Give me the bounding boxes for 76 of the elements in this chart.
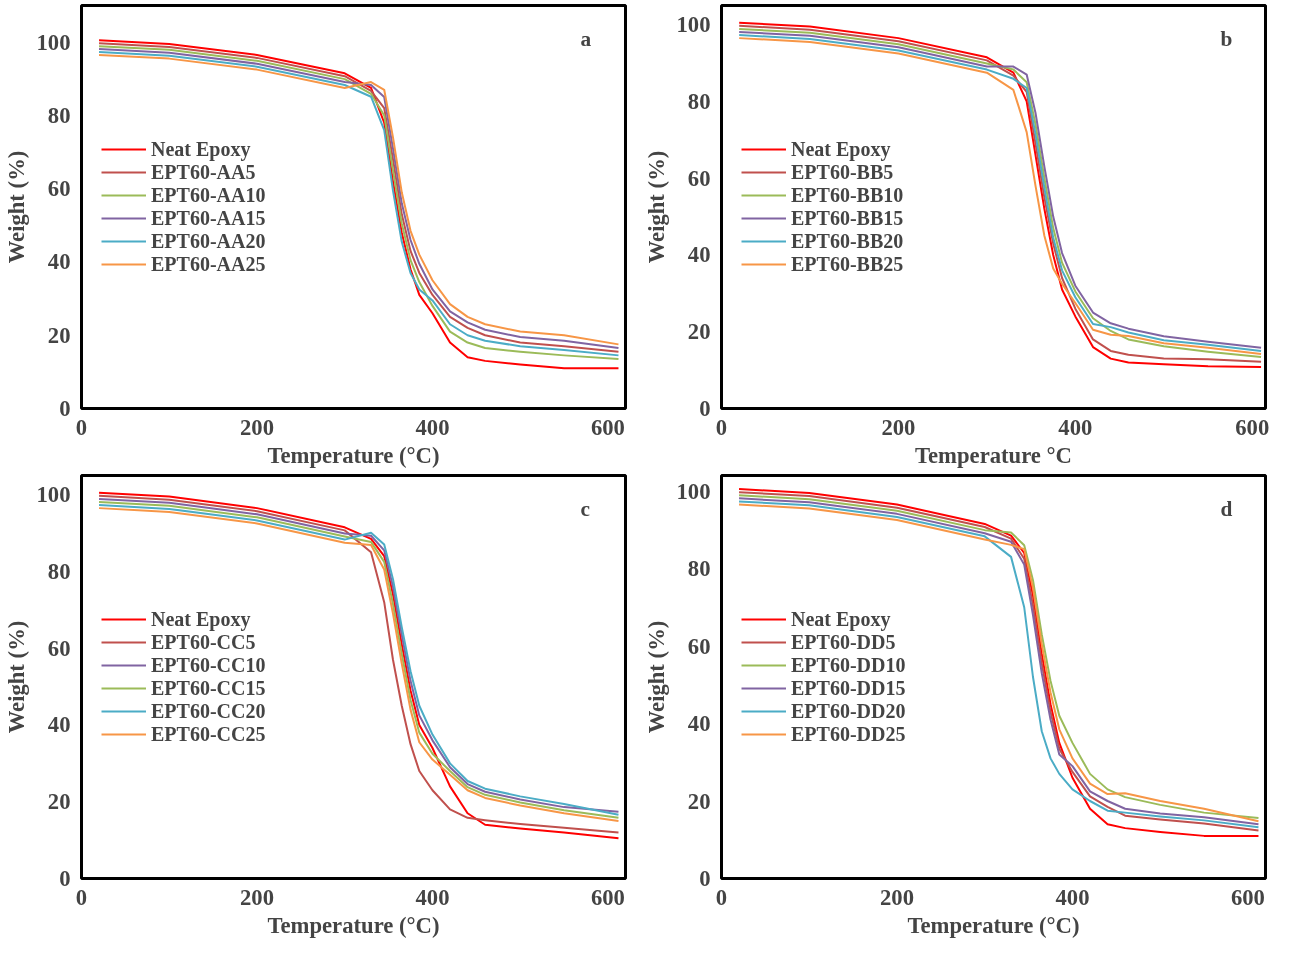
legend-label: EPT60-AA5 (151, 160, 256, 184)
y-tick-label: 40 (47, 249, 71, 275)
legend-label: EPT60-CC15 (151, 676, 266, 700)
legend-label: EPT60-AA25 (151, 252, 266, 276)
legend-label: EPT60-DD20 (791, 699, 906, 723)
legend-label: Neat Epoxy (791, 607, 891, 631)
x-axis-title: Temperature (°C) (267, 442, 440, 468)
x-tick-label: 0 (715, 414, 728, 440)
x-tick-label: 400 (1055, 884, 1090, 910)
y-tick-label: 20 (687, 319, 711, 345)
x-tick-label: 400 (415, 884, 450, 910)
y-tick-label: 100 (36, 482, 71, 508)
x-tick-label: 0 (75, 414, 88, 440)
y-tick-label: 80 (47, 102, 71, 128)
y-tick-label: 0 (699, 396, 711, 421)
legend-label: Neat Epoxy (151, 137, 251, 161)
annotation: a (580, 26, 592, 51)
x-tick-label: 600 (1230, 884, 1265, 910)
y-tick-label: 80 (687, 88, 711, 114)
y-axis-title: Weight (%) (3, 150, 29, 264)
legend-label: EPT60-AA15 (151, 206, 266, 230)
x-axis-title: Temperature (°C) (267, 912, 440, 938)
legend-label: EPT60-BB5 (791, 160, 894, 184)
x-tick-label: 400 (1058, 414, 1093, 440)
y-tick-label: 100 (676, 478, 711, 504)
x-tick-label: 0 (75, 884, 88, 910)
legend-label: EPT60-AA10 (151, 183, 266, 207)
y-tick-label: 100 (676, 12, 711, 38)
x-tick-label: 600 (590, 884, 625, 910)
x-tick-label: 0 (715, 884, 728, 910)
x-axis-title: Temperature °C (915, 442, 1072, 468)
y-tick-label: 40 (687, 242, 711, 268)
y-tick-label: 60 (47, 176, 71, 202)
x-tick-label: 200 (239, 884, 274, 910)
legend-label: EPT60-BB25 (791, 252, 904, 276)
x-tick-label: 200 (239, 414, 274, 440)
x-tick-label: 600 (590, 414, 625, 440)
y-tick-label: 20 (47, 322, 71, 348)
y-tick-label: 100 (36, 29, 71, 55)
x-tick-label: 200 (879, 884, 914, 910)
y-tick-label: 20 (687, 788, 711, 814)
y-tick-label: 40 (47, 712, 71, 738)
legend-label: Neat Epoxy (151, 607, 251, 631)
legend-label: EPT60-CC25 (151, 722, 266, 746)
legend-label: EPT60-DD5 (791, 630, 896, 654)
y-tick-label: 80 (687, 556, 711, 581)
legend-label: EPT60-DD25 (791, 722, 906, 746)
legend-label: EPT60-AA20 (151, 229, 266, 253)
y-tick-label: 40 (687, 711, 711, 736)
legend-label: EPT60-DD15 (791, 676, 906, 700)
x-tick-label: 200 (881, 414, 916, 440)
y-axis-title: Weight (%) (643, 620, 669, 734)
y-tick-label: 60 (47, 635, 71, 661)
y-axis-title: Weight (%) (643, 150, 669, 264)
y-tick-label: 0 (59, 396, 71, 421)
y-tick-label: 0 (699, 866, 711, 891)
legend-label: Neat Epoxy (791, 137, 891, 161)
y-tick-label: 20 (47, 789, 71, 815)
legend-label: EPT60-BB10 (791, 183, 904, 207)
x-axis-title: Temperature (°C) (907, 912, 1080, 938)
y-axis-title: Weight (%) (3, 620, 29, 734)
y-tick-label: 0 (59, 866, 71, 891)
legend-label: EPT60-CC10 (151, 653, 266, 677)
legend-label: EPT60-BB20 (791, 229, 904, 253)
annotation: d (1220, 496, 1233, 521)
y-tick-label: 60 (687, 165, 711, 191)
legend-label: EPT60-CC5 (151, 630, 256, 654)
legend-label: EPT60-DD10 (791, 653, 906, 677)
annotation: c (580, 496, 590, 521)
legend-label: EPT60-BB15 (791, 206, 904, 230)
x-tick-label: 400 (415, 414, 450, 440)
legend-label: EPT60-CC20 (151, 699, 266, 723)
x-tick-label: 600 (1235, 414, 1270, 440)
annotation: b (1220, 26, 1233, 51)
y-tick-label: 80 (47, 558, 71, 584)
y-tick-label: 60 (687, 633, 711, 659)
